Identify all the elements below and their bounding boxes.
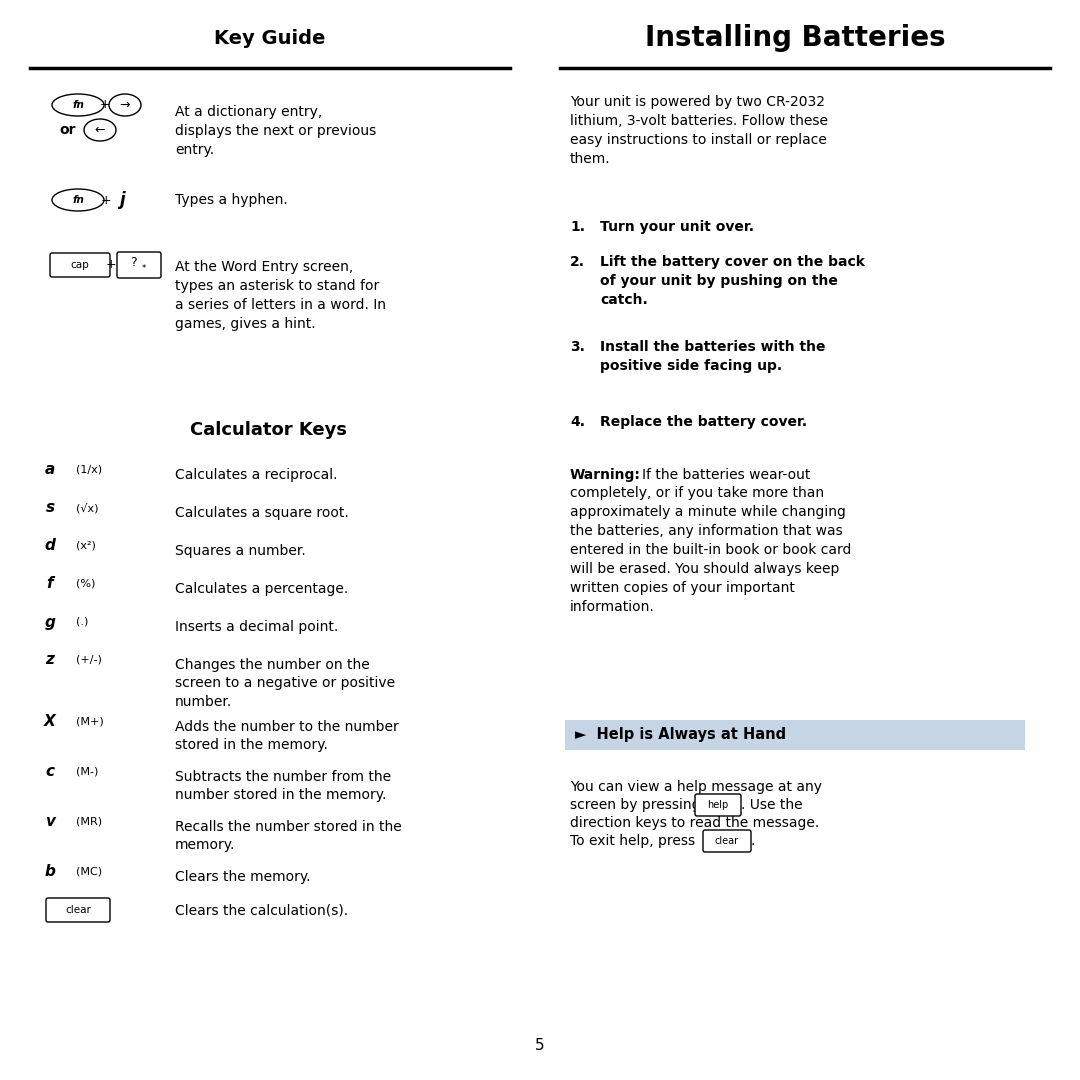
FancyBboxPatch shape [696,794,741,816]
Text: Installing Batteries: Installing Batteries [645,24,945,52]
Text: Recalls the number stored in the
memory.: Recalls the number stored in the memory. [175,820,402,852]
Text: Types a hyphen.: Types a hyphen. [175,193,287,207]
Text: f: f [46,577,53,592]
Text: ►  Help is Always at Hand: ► Help is Always at Hand [575,728,786,743]
Text: Clears the calculation(s).: Clears the calculation(s). [175,903,348,917]
Ellipse shape [84,119,116,141]
Text: direction keys to read the message.: direction keys to read the message. [570,816,820,831]
Text: Lift the battery cover on the back
of your unit by pushing on the
catch.: Lift the battery cover on the back of yo… [600,255,865,307]
Text: Calculates a percentage.: Calculates a percentage. [175,582,348,596]
Text: c: c [45,765,54,780]
Text: (x²): (x²) [76,541,96,551]
Text: (MR): (MR) [76,816,103,827]
Text: Key Guide: Key Guide [214,28,326,48]
Text: (%): (%) [76,579,95,589]
Text: Turn your unit over.: Turn your unit over. [600,220,754,234]
Text: z: z [45,652,54,667]
Text: X: X [44,715,56,729]
Text: or: or [59,123,77,137]
Text: 2.: 2. [570,255,585,269]
Text: Adds the number to the number
stored in the memory.: Adds the number to the number stored in … [175,720,399,753]
Text: clear: clear [65,905,91,915]
Text: You can view a help message at any: You can view a help message at any [570,780,822,794]
Text: To exit help, press: To exit help, press [570,834,700,848]
Text: Install the batteries with the
positive side facing up.: Install the batteries with the positive … [600,340,825,373]
Text: fn: fn [72,100,84,110]
Text: +: + [100,193,111,206]
Text: If the batteries wear-out: If the batteries wear-out [642,468,810,482]
Text: (1/x): (1/x) [76,465,103,475]
FancyBboxPatch shape [565,720,1025,750]
Text: (MC): (MC) [76,867,103,877]
Text: Squares a number.: Squares a number. [175,544,306,558]
Text: s: s [45,500,55,515]
Text: a: a [45,462,55,477]
Ellipse shape [52,94,104,116]
Text: g: g [44,615,55,630]
Text: cap: cap [70,260,90,270]
Text: Calculates a square root.: Calculates a square root. [175,507,349,519]
Text: Changes the number on the
screen to a negative or positive
number.: Changes the number on the screen to a ne… [175,658,395,708]
Text: 4.: 4. [570,415,585,429]
Text: 5: 5 [536,1038,544,1053]
Ellipse shape [109,94,141,116]
Text: At the Word Entry screen,
types an asterisk to stand for
a series of letters in : At the Word Entry screen, types an aster… [175,260,386,330]
Text: v: v [45,814,55,829]
FancyBboxPatch shape [46,897,110,922]
Text: screen by pressing: screen by pressing [570,798,705,812]
Text: (+/-): (+/-) [76,654,102,665]
Text: 3.: 3. [570,340,585,354]
Text: (M+): (M+) [76,717,104,727]
Text: At a dictionary entry,
displays the next or previous
entry.: At a dictionary entry, displays the next… [175,105,376,157]
FancyBboxPatch shape [117,252,161,278]
Text: →: → [120,98,131,111]
FancyBboxPatch shape [703,831,751,852]
Text: fn: fn [72,195,84,205]
FancyBboxPatch shape [50,253,110,276]
Text: ←: ← [95,123,105,136]
Text: ?: ? [130,256,136,270]
Text: clear: clear [715,836,739,846]
Text: (√x): (√x) [76,503,98,513]
Text: (.): (.) [76,617,89,627]
Text: .: . [751,834,755,848]
Text: . Use the: . Use the [741,798,802,812]
Text: (M-): (M-) [76,767,98,777]
Text: b: b [44,864,55,879]
Text: +: + [99,98,110,111]
Ellipse shape [52,189,104,211]
Text: Replace the battery cover.: Replace the battery cover. [600,415,807,429]
Text: Calculates a reciprocal.: Calculates a reciprocal. [175,468,337,482]
Text: 1.: 1. [570,220,585,234]
Text: Calculator Keys: Calculator Keys [189,421,347,438]
Text: Your unit is powered by two CR-2032
lithium, 3-volt batteries. Follow these
easy: Your unit is powered by two CR-2032 lith… [570,95,828,166]
Text: *: * [141,265,146,273]
Text: help: help [707,800,729,810]
Text: +: + [106,258,117,271]
Text: Clears the memory.: Clears the memory. [175,870,311,885]
Text: Subtracts the number from the
number stored in the memory.: Subtracts the number from the number sto… [175,770,391,802]
Text: d: d [44,539,55,553]
Text: Inserts a decimal point.: Inserts a decimal point. [175,620,338,634]
Text: Warning:: Warning: [570,468,640,482]
Text: completely, or if you take more than
approximately a minute while changing
the b: completely, or if you take more than app… [570,486,851,613]
Text: j: j [119,191,125,210]
